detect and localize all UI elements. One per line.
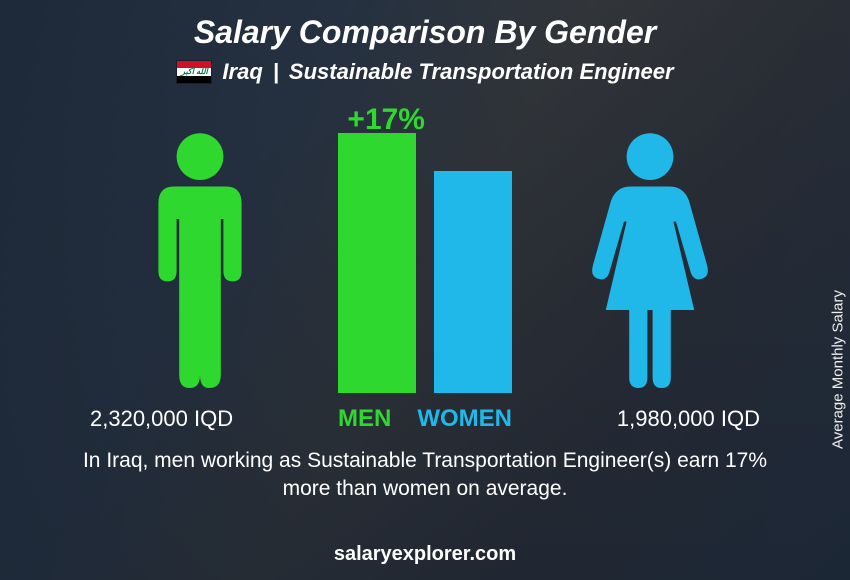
comparison-chart: +17% 2,320,000 IQD MEN WOMEN 1,980,000 I… [0, 103, 850, 433]
iraq-flag-icon: الله اكبر [176, 60, 212, 84]
y-axis-label: Average Monthly Salary [830, 290, 847, 449]
separator: | [273, 59, 279, 85]
male-icon [130, 128, 270, 393]
female-bar [434, 171, 512, 393]
female-salary-value: 1,980,000 IQD [617, 406, 760, 432]
subtitle-row: الله اكبر Iraq | Sustainable Transportat… [0, 59, 850, 85]
bar-group [338, 133, 512, 393]
male-salary-value: 2,320,000 IQD [90, 406, 233, 432]
difference-label: +17% [347, 103, 425, 137]
summary-text: In Iraq, men working as Sustainable Tran… [0, 433, 850, 504]
male-bar [338, 133, 416, 393]
male-label: MEN [338, 405, 391, 433]
footer-source: salaryexplorer.com [0, 543, 850, 566]
country-label: Iraq [222, 59, 262, 85]
female-icon [580, 128, 720, 393]
female-label: WOMEN [417, 405, 512, 433]
page-title: Salary Comparison By Gender [0, 0, 850, 51]
job-title-label: Sustainable Transportation Engineer [289, 59, 674, 85]
labels-row: 2,320,000 IQD MEN WOMEN 1,980,000 IQD [0, 405, 850, 433]
